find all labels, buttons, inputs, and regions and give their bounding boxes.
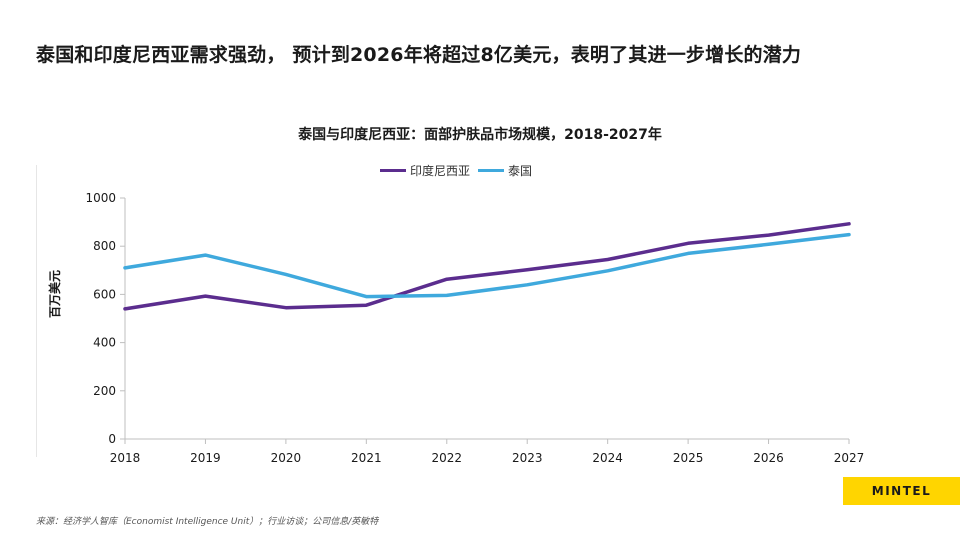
legend-label-thailand: 泰国 <box>508 163 533 178</box>
legend-swatch-indonesia <box>380 168 406 172</box>
mintel-logo: MINTEL <box>843 477 960 505</box>
x-tick-label: 2021 <box>351 451 382 465</box>
slide-headline: 泰国和印度尼西亚需求强劲， 预计到2026年将超过8亿美元，表明了其进一步增长的… <box>36 44 802 66</box>
x-tick-label: 2026 <box>753 451 784 465</box>
x-tick-label: 2018 <box>110 451 141 465</box>
legend-swatch-thailand <box>478 168 505 172</box>
series-line-thailand <box>123 232 851 299</box>
x-tick-label: 2020 <box>271 451 302 465</box>
y-tick-label: 0 <box>108 432 116 446</box>
x-tick-label: 2025 <box>673 451 704 465</box>
legend-item-indonesia: 印度尼西亚 <box>380 162 470 179</box>
chart-legend: 印度尼西亚 泰国 <box>380 161 540 179</box>
y-tick-label: 400 <box>93 336 116 350</box>
series-line-indonesia <box>123 222 851 311</box>
y-tick-label: 800 <box>93 239 116 253</box>
source-note: 来源：经济学人智库（Economist Intelligence Unit）；行… <box>36 517 379 527</box>
y-tick-label: 1000 <box>85 191 116 205</box>
x-tick-label: 2023 <box>512 451 543 465</box>
x-tick-label: 2024 <box>592 451 623 465</box>
x-tick-label: 2019 <box>190 451 221 465</box>
y-tick-label: 600 <box>93 287 116 301</box>
legend-label-indonesia: 印度尼西亚 <box>410 163 471 178</box>
y-tick-label: 200 <box>93 384 116 398</box>
divider-line <box>36 165 37 457</box>
chart-title: 泰国与印度尼西亚：面部护肤品市场规模，2018-2027年 <box>298 127 662 143</box>
x-tick-label: 2022 <box>432 451 463 465</box>
legend-item-thailand: 泰国 <box>478 162 532 179</box>
x-tick-label: 2027 <box>834 451 865 465</box>
